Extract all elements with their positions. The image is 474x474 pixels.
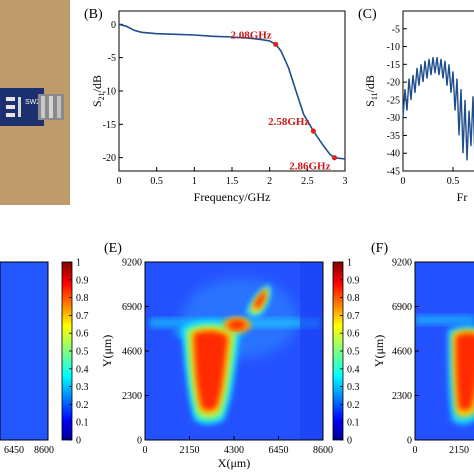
colorbar-e-tick-label: 0.6 — [347, 329, 360, 340]
x-axis-label-b: Frequency/GHz — [194, 190, 271, 204]
panel-label-e: (E) — [104, 241, 122, 256]
colorbar-d-tick-label: 0.1 — [76, 418, 89, 429]
colorbar-d-tick-label: 0.4 — [76, 364, 89, 375]
colorbar-e-tick-label: 0.7 — [347, 311, 360, 322]
panel-b-y-tick-label: -20 — [103, 153, 116, 164]
colorbar-d-tick-label: 0.9 — [76, 275, 89, 286]
panel-e-x-tick-label: 6450 — [269, 445, 289, 456]
panel-b-x-tick-label: 2 — [267, 176, 272, 187]
panel-e-x-tick-label: 8600 — [313, 445, 333, 456]
marker-label: 2.08GHz — [230, 29, 271, 41]
marker-point — [331, 155, 338, 161]
panel-b-y-tick-label: -10 — [103, 87, 116, 98]
panel-c-y-tick-label: -40 — [387, 149, 400, 160]
colorbar-d-tick-label: 1 — [76, 258, 81, 269]
panel-f-y-tick-label: 9200 — [392, 258, 412, 269]
panel-e-x-tick-label: 0 — [143, 445, 148, 456]
panel-f-y-tick-label: 0 — [407, 436, 412, 447]
panel-c-y-tick-label: -30 — [387, 113, 400, 124]
colorbar-e-tick-label: 0.8 — [347, 293, 360, 304]
panel-c-y-tick-label: -35 — [387, 131, 400, 142]
device-photo: SW2 — [0, 0, 70, 205]
panel-d-x-tick-label: 8600 — [34, 445, 54, 456]
panel-b-x-tick-label: 0.5 — [150, 176, 163, 187]
colorbar-e-tick-label: 0.4 — [347, 364, 360, 375]
colorbar-e-tick-label: 0.3 — [347, 382, 360, 393]
panel-b-x-tick-label: 1 — [192, 176, 197, 187]
panel-e-x-tick-label: 2150 — [180, 445, 200, 456]
panel-c-x-tick-label: 0.5 — [447, 176, 460, 187]
panel-c: (C) 0 0.5 -5 -10 -15 -20 -25 -30 -35 -40 -45 Fr S1… — [358, 7, 474, 204]
panel-f-x-tick-label: 0 — [413, 445, 418, 456]
panel-b-x-tick-label: 3 — [343, 176, 348, 187]
colorbar-d-tick-label: 0.5 — [76, 347, 89, 358]
panel-b: (B) 0 0.5 1 1.5 2 2.5 3 0 -5 -10 -15 -20 2.08GHz 2.5… — [84, 7, 348, 204]
panel-e-y-tick-label: 0 — [137, 436, 142, 447]
colorbar-d-tick-label: 0 — [76, 436, 81, 447]
panel-c-y-tick-label: -45 — [387, 167, 400, 178]
panel-f-y-tick-label: 6900 — [392, 302, 412, 313]
series-line-s21 — [118, 23, 346, 160]
panel-e-y-tick-label: 2300 — [122, 391, 142, 402]
panel-d: 1 0.9 0.8 0.7 0.6 0.5 0.4 0.3 0.2 0.1 0 6450 8600 — [0, 258, 89, 456]
panel-e: (E) 0 2150 4300 6450 8600 0 2300 4600 6900 9200 1… — [100, 241, 360, 470]
panel-label-c: (C) — [358, 7, 377, 22]
panel-c-x-tick-label: 0 — [401, 176, 406, 187]
panel-c-y-tick-label: -15 — [387, 60, 400, 71]
y-axis-label-c: S11/dB — [363, 75, 379, 107]
marker-point — [310, 128, 316, 134]
panel-e-y-tick-label: 4600 — [122, 347, 142, 358]
panel-f-x-tick-label: 2150 — [449, 445, 469, 456]
colorbar-d-tick-label: 0.3 — [76, 382, 89, 393]
colorbar-e-tick-label: 0.1 — [347, 418, 360, 429]
panel-b-y-tick-label: 0 — [111, 20, 116, 31]
panel-b-y-tick-label: -15 — [103, 120, 116, 131]
marker-point — [273, 41, 279, 47]
y-axis-label-f: Y(μm) — [372, 335, 386, 367]
y-axis-label-e: Y(μm) — [100, 335, 114, 367]
x-axis-label-e: X(μm) — [218, 456, 250, 470]
y-axis-label-b: S21/dB — [90, 75, 106, 107]
panel-e-y-tick-label: 6900 — [122, 302, 142, 313]
colorbar-d-tick-label: 0.2 — [76, 400, 89, 411]
colorbar-d-tick-label: 0.8 — [76, 293, 89, 304]
colorbar-e-tick-label: 0.9 — [347, 275, 360, 286]
panel-c-y-tick-label: -20 — [387, 78, 400, 89]
colorbar-e-tick-label: 1 — [347, 258, 352, 269]
panel-f-y-tick-label: 2300 — [392, 391, 412, 402]
colorbar-e-tick-label: 0 — [347, 436, 352, 447]
colorbar-e-tick-label: 0.5 — [347, 347, 360, 358]
marker-label: 2.86GHz — [289, 161, 330, 173]
panel-b-x-tick-label: 2.5 — [301, 176, 314, 187]
panel-c-y-tick-label: -25 — [387, 95, 400, 106]
panel-b-x-tick-label: 0 — [117, 176, 122, 187]
heatmap-f-field — [415, 262, 474, 440]
colorbar-e-tick-label: 0.2 — [347, 400, 360, 411]
plot-frame-c — [402, 10, 474, 172]
panel-label-f: (F) — [371, 241, 388, 256]
colorbar-d-tick-label: 0.7 — [76, 311, 89, 322]
chip-label: SW2 — [25, 99, 40, 106]
x-axis-label-c: Fr — [457, 190, 468, 204]
series-line-s11 — [402, 57, 474, 161]
panel-e-x-tick-label: 4300 — [224, 445, 244, 456]
colorbar-d-tick-label: 0.6 — [76, 329, 89, 340]
panel-c-y-tick-label: -5 — [392, 24, 400, 35]
panel-f: (F) 9200 6900 4600 2300 00 2150 Y(μm) — [371, 241, 474, 456]
panel-f-y-tick-label: 4600 — [392, 347, 412, 358]
marker-label: 2.58GHz — [268, 116, 309, 128]
panel-b-x-tick-label: 1.5 — [226, 176, 239, 187]
panel-b-y-tick-label: -5 — [108, 53, 116, 64]
panel-c-y-tick-label: -10 — [387, 42, 400, 53]
panel-label-b: (B) — [84, 7, 103, 22]
panel-d-x-tick-label: 6450 — [4, 445, 24, 456]
panel-e-y-tick-label: 9200 — [122, 258, 142, 269]
heatmap-e-field — [145, 262, 323, 440]
